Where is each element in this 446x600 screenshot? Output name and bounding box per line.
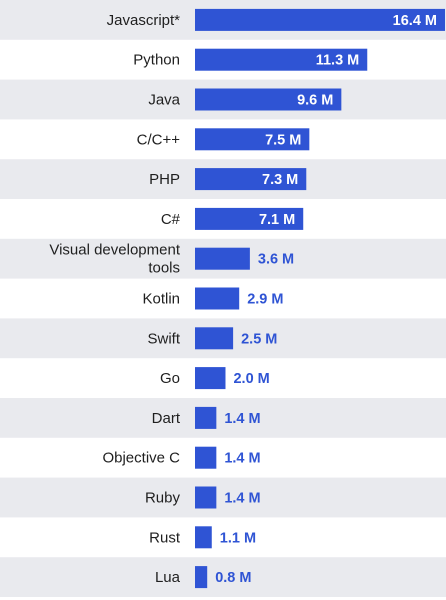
- bar: [195, 446, 217, 469]
- value-label: 2.0 M: [233, 371, 269, 387]
- value-label: 2.9 M: [247, 292, 283, 308]
- bar: [195, 207, 304, 230]
- bar: [195, 247, 250, 270]
- category-label: Java: [148, 92, 180, 109]
- value-label: 16.4 M: [393, 13, 437, 29]
- bar: [195, 128, 310, 151]
- category-label: Rust: [149, 529, 181, 546]
- value-label: 1.4 M: [224, 491, 260, 507]
- bars: [195, 8, 445, 589]
- bar: [195, 287, 240, 310]
- bar: [195, 486, 217, 509]
- bar: [195, 566, 208, 589]
- bar: [195, 88, 342, 111]
- category-label: C#: [161, 211, 181, 228]
- value-label: 1.4 M: [224, 451, 260, 467]
- value-label: 1.4 M: [224, 411, 260, 427]
- bar: [195, 526, 212, 549]
- value-labels: 16.4 M 11.3 M 9.6 M 7.5 M 7.3 M 7.1 M 3.6 M 2.9…: [215, 13, 437, 586]
- category-label: Javascript*: [107, 12, 181, 29]
- value-label: 7.1 M: [259, 212, 295, 228]
- category-labels: Javascript* Python Java C/C++ PHP C# Visual de…: [49, 12, 180, 586]
- bar: [195, 406, 217, 429]
- category-label: Swift: [147, 330, 180, 347]
- value-label: 2.5 M: [241, 331, 277, 347]
- row-band: [0, 398, 446, 438]
- category-label: Ruby: [145, 490, 181, 507]
- category-label: PHP: [149, 171, 180, 188]
- category-label: Python: [133, 52, 180, 69]
- bar: [195, 48, 368, 71]
- row-band: [0, 557, 446, 597]
- value-label: 7.3 M: [262, 172, 298, 188]
- bar: [195, 327, 234, 350]
- value-label: 9.6 M: [297, 93, 333, 109]
- bar: [195, 367, 226, 390]
- value-label: 11.3 M: [316, 53, 360, 69]
- category-label: Visual development tools: [49, 242, 180, 277]
- bar: [195, 168, 307, 191]
- value-label: 0.8 M: [215, 570, 251, 586]
- value-label: 7.5 M: [265, 132, 301, 148]
- category-label: Kotlin: [142, 291, 180, 308]
- category-label: Objective C: [102, 450, 180, 467]
- row-band: [0, 477, 446, 518]
- category-label: C/C++: [137, 131, 181, 148]
- category-label: Go: [160, 370, 180, 387]
- bar: [195, 8, 445, 31]
- value-label: 1.1 M: [220, 530, 256, 546]
- category-label: Dart: [152, 410, 181, 427]
- value-label: 3.6 M: [258, 252, 294, 268]
- category-label: Lua: [155, 569, 181, 586]
